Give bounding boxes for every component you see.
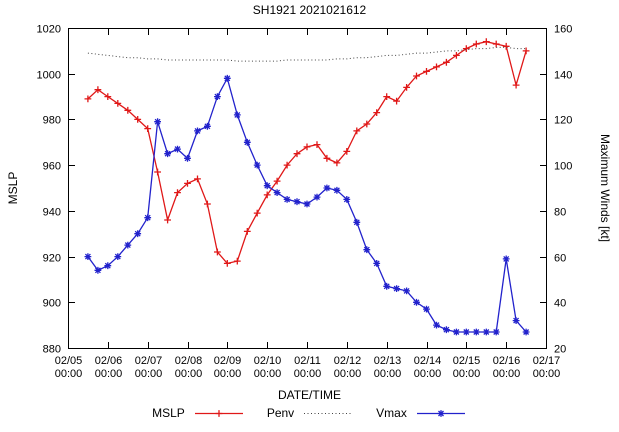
legend-sample-vmax [416, 409, 465, 417]
tick-label: 00:00 [214, 368, 242, 380]
tick-label: 02/09 [214, 355, 242, 367]
tick-label: 80 [554, 207, 566, 219]
tick-label: 160 [554, 24, 572, 36]
y-axis-label-right: Maximum Winds [kt] [598, 133, 612, 242]
tick-label: 00:00 [294, 368, 322, 380]
axes [68, 28, 547, 349]
tick-label: 00:00 [493, 368, 521, 380]
series-markers [84, 38, 530, 267]
tick-label: 02/12 [334, 355, 362, 367]
tick-label: 00:00 [334, 368, 362, 380]
legend-item-mslp: MSLP [152, 406, 245, 420]
tick-label: 02/13 [374, 355, 402, 367]
series-penv [87, 46, 527, 62]
series-mslp [84, 38, 530, 267]
legend: MSLP Penv Vmax [0, 406, 619, 420]
legend-sample-penv [304, 412, 353, 414]
legend-label-penv: Penv [266, 406, 295, 420]
legend-item-penv: Penv [267, 406, 354, 420]
tick-label: 40 [554, 298, 566, 310]
tick-label: 20 [554, 344, 566, 356]
y-axis-label-left: MSLP [6, 171, 20, 205]
tick-label: 140 [554, 70, 572, 82]
tick-label: 00:00 [175, 368, 203, 380]
tick-label: 02/10 [254, 355, 282, 367]
series-line [87, 46, 527, 62]
tick-label: 02/14 [414, 355, 442, 367]
legend-sample-mslp [194, 409, 243, 417]
tick-label: 900 [43, 298, 61, 310]
tick-label: 120 [554, 115, 572, 127]
chart-title: SH1921 2021021612 [252, 3, 367, 17]
tick-label: 880 [43, 344, 61, 356]
tick-label: 00:00 [95, 368, 123, 380]
tick-label: 00:00 [374, 368, 402, 380]
tick-label: 920 [43, 253, 61, 265]
tick-label: 02/15 [453, 355, 481, 367]
tick-label: 00:00 [254, 368, 282, 380]
tick-label: 00:00 [453, 368, 481, 380]
series-line [87, 41, 527, 265]
tick-label: 100 [554, 161, 572, 173]
tick-label: 02/05 [55, 355, 83, 367]
tick-label: 00:00 [55, 368, 83, 380]
tick-label: 1020 [37, 24, 61, 36]
tick-labels: 02/0500:0002/0600:0002/0700:0002/0800:00… [37, 24, 573, 381]
tick-label: 980 [43, 115, 61, 127]
x-axis-label: DATE/TIME [277, 388, 342, 402]
tick-label: 940 [43, 207, 61, 219]
tick-label: 60 [554, 253, 566, 265]
series-markers [84, 74, 530, 336]
legend-label-vmax: Vmax [376, 406, 407, 420]
tick-label: 02/16 [493, 355, 521, 367]
tick-marks [68, 28, 547, 349]
plot-border [68, 28, 547, 349]
tick-label: 02/08 [175, 355, 203, 367]
legend-label-mslp: MSLP [152, 406, 185, 420]
legend-marker [215, 409, 223, 417]
tick-label: 960 [43, 161, 61, 173]
tick-label: 00:00 [533, 368, 561, 380]
tick-label: 00:00 [414, 368, 442, 380]
tick-label: 02/07 [135, 355, 163, 367]
tick-label: 02/11 [294, 355, 321, 367]
legend-marker [437, 409, 445, 417]
legend-item-vmax: Vmax [376, 406, 467, 420]
series-vmax [84, 74, 530, 336]
tick-label: 02/06 [95, 355, 123, 367]
tick-label: 00:00 [135, 368, 163, 380]
tick-label: 02/17 [533, 355, 561, 367]
tick-label: 1000 [37, 70, 61, 82]
